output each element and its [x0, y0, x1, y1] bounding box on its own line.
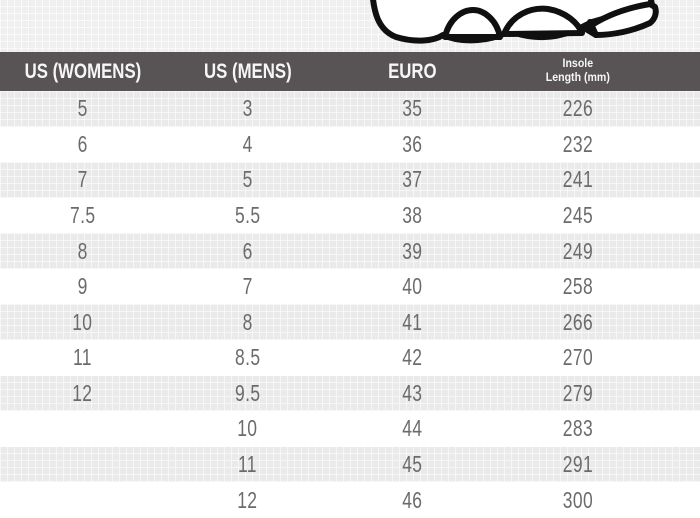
cell-euro: 38 — [402, 202, 423, 229]
cell-euro: 43 — [402, 379, 423, 406]
column-header-us-womens-label: US (WOMENS) — [24, 60, 141, 83]
cell-insole-mm: 283 — [562, 415, 593, 442]
cell-us-mens: 8 — [242, 308, 253, 335]
cell-insole-mm: 258 — [562, 273, 593, 300]
cell-euro: 44 — [402, 415, 423, 442]
cell-euro: 35 — [402, 95, 423, 122]
cell-us-womens: 8 — [77, 237, 88, 264]
cell-us-womens: 11 — [73, 344, 92, 371]
cell-euro: 46 — [402, 486, 423, 513]
cell-insole-mm: 241 — [562, 166, 593, 193]
cell-us-mens: 3 — [242, 95, 253, 122]
table-header: US (WOMENS) US (MENS) EURO Insole Length… — [0, 52, 700, 91]
cell-euro: 41 — [402, 308, 423, 335]
cell-euro: 37 — [402, 166, 423, 193]
cell-euro: 45 — [402, 451, 423, 478]
cell-euro: 42 — [402, 344, 423, 371]
table-row: 9 7 40 258 — [0, 268, 700, 305]
cell-us-mens: 8.5 — [234, 344, 261, 371]
cell-us-mens: 5.5 — [234, 202, 261, 229]
table-row: 12 46 300 — [0, 482, 700, 518]
table-row: 11 8.5 42 270 — [0, 340, 700, 376]
cell-insole-mm: 245 — [562, 202, 593, 229]
cell-euro: 39 — [402, 237, 423, 264]
table-row: 12 9.5 43 279 — [0, 375, 700, 412]
table-row: 8 6 39 249 — [0, 233, 700, 269]
table-row: 7.5 5.5 38 245 — [0, 197, 700, 234]
cell-us-womens: 6 — [77, 130, 88, 157]
cell-insole-mm: 249 — [562, 237, 593, 264]
cell-insole-mm: 226 — [562, 95, 593, 122]
cell-euro: 36 — [402, 130, 423, 157]
cell-us-womens — [0, 489, 165, 512]
column-header-insole-line1: Insole — [562, 57, 593, 70]
cell-us-womens: 7.5 — [69, 202, 96, 229]
column-header-us-womens: US (WOMENS) — [0, 61, 165, 82]
column-header-insole-line2: Length (mm) — [545, 71, 610, 84]
cell-insole-mm: 291 — [562, 451, 593, 478]
column-header-insole: Insole Length (mm) — [495, 58, 660, 85]
cell-us-womens: 9 — [77, 273, 88, 300]
table-row: 6 4 36 232 — [0, 126, 700, 163]
column-header-euro-label: EURO — [388, 60, 437, 83]
cell-insole-mm: 232 — [562, 130, 593, 157]
cell-us-mens: 4 — [242, 130, 253, 157]
cell-us-womens — [0, 453, 165, 476]
cell-insole-mm: 270 — [562, 344, 593, 371]
cell-us-mens: 12 — [237, 486, 258, 513]
table-row: 10 44 283 — [0, 411, 700, 447]
cell-us-mens: 10 — [237, 415, 258, 442]
table-row: 5 3 35 226 — [0, 91, 700, 127]
cell-us-womens: 5 — [77, 95, 88, 122]
cell-us-womens — [0, 417, 165, 440]
column-header-us-mens: US (MENS) — [165, 61, 330, 82]
cell-us-womens: 10 — [72, 308, 93, 335]
cell-us-mens: 9.5 — [234, 379, 261, 406]
shoe-icon — [370, 0, 659, 44]
cell-us-mens: 11 — [238, 451, 257, 478]
cell-insole-mm: 266 — [562, 308, 593, 335]
cell-us-womens: 12 — [72, 379, 93, 406]
table-row: 10 8 41 266 — [0, 304, 700, 341]
table-row: 7 5 37 241 — [0, 162, 700, 198]
column-header-euro: EURO — [330, 61, 495, 82]
size-table-body: 5 3 35 226 6 4 36 232 7 5 37 241 7.5 5.5… — [0, 91, 700, 518]
table-row: 11 45 291 — [0, 446, 700, 483]
cell-insole-mm: 279 — [562, 379, 593, 406]
cell-us-mens: 5 — [242, 166, 253, 193]
cell-us-womens: 7 — [77, 166, 88, 193]
cell-us-mens: 6 — [242, 237, 253, 264]
top-banner — [0, 0, 700, 52]
column-header-us-mens-label: US (MENS) — [203, 60, 292, 83]
cell-us-mens: 7 — [242, 273, 253, 300]
cell-euro: 40 — [402, 273, 423, 300]
cell-insole-mm: 300 — [562, 486, 593, 513]
